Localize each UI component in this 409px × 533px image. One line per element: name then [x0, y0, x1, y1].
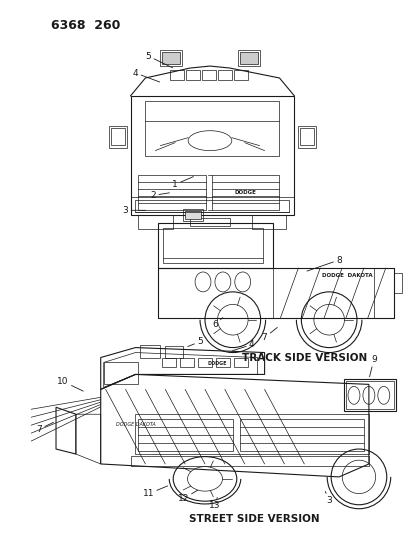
Text: 13: 13	[209, 497, 220, 510]
Bar	[103, 362, 138, 384]
Bar	[300, 128, 313, 144]
Bar	[211, 175, 279, 211]
Bar	[135, 200, 289, 212]
Bar	[138, 419, 232, 451]
Text: 7: 7	[261, 327, 276, 342]
Bar	[130, 456, 368, 466]
Bar	[160, 50, 182, 66]
Bar	[216, 358, 229, 367]
Bar	[163, 228, 262, 263]
Bar	[165, 345, 183, 358]
Text: 5: 5	[187, 337, 202, 346]
Bar	[233, 70, 247, 80]
Bar	[373, 268, 393, 318]
Text: 4: 4	[232, 340, 254, 351]
Text: 2: 2	[150, 191, 169, 200]
Bar	[186, 70, 200, 80]
Bar	[239, 419, 363, 451]
Text: STREET SIDE VERSION: STREET SIDE VERSION	[189, 514, 319, 524]
Bar	[345, 382, 393, 409]
Text: 8: 8	[306, 255, 341, 271]
Bar	[110, 128, 124, 144]
Bar	[162, 358, 176, 367]
Bar	[138, 175, 205, 211]
Bar	[138, 215, 173, 229]
Text: DODGE DAKOTA: DODGE DAKOTA	[115, 422, 155, 427]
Text: 4: 4	[133, 69, 159, 82]
Text: DODGE: DODGE	[207, 361, 226, 366]
Bar	[233, 358, 247, 367]
Bar	[185, 211, 200, 219]
Bar	[140, 345, 160, 358]
Bar	[239, 52, 257, 64]
Bar	[170, 70, 184, 80]
Bar	[251, 215, 286, 229]
Text: 11: 11	[142, 486, 167, 498]
Text: 12: 12	[177, 490, 197, 503]
Bar	[198, 358, 211, 367]
Text: 10: 10	[57, 377, 83, 391]
Bar	[190, 218, 229, 226]
Text: 3: 3	[324, 491, 331, 505]
Text: 1: 1	[172, 176, 193, 189]
Bar	[298, 126, 315, 148]
Text: DODGE  DAKOTA: DODGE DAKOTA	[321, 273, 371, 278]
Bar	[135, 414, 368, 454]
Bar	[180, 358, 193, 367]
Bar	[145, 101, 279, 156]
Text: TRACK SIDE VERSION: TRACK SIDE VERSION	[241, 352, 366, 362]
Text: 6368  260: 6368 260	[51, 19, 120, 33]
Bar	[108, 126, 126, 148]
Bar	[393, 273, 401, 293]
Text: 7: 7	[36, 422, 53, 434]
Text: 3: 3	[122, 206, 145, 215]
Bar	[183, 209, 202, 221]
Bar	[237, 50, 259, 66]
Text: 5: 5	[145, 52, 172, 68]
Text: 9: 9	[369, 355, 376, 377]
Bar	[202, 70, 216, 80]
Bar	[343, 379, 395, 411]
Text: 6: 6	[211, 318, 222, 329]
Bar	[158, 268, 393, 318]
Bar	[162, 52, 180, 64]
Bar	[217, 70, 231, 80]
Text: DODGE: DODGE	[234, 190, 256, 195]
